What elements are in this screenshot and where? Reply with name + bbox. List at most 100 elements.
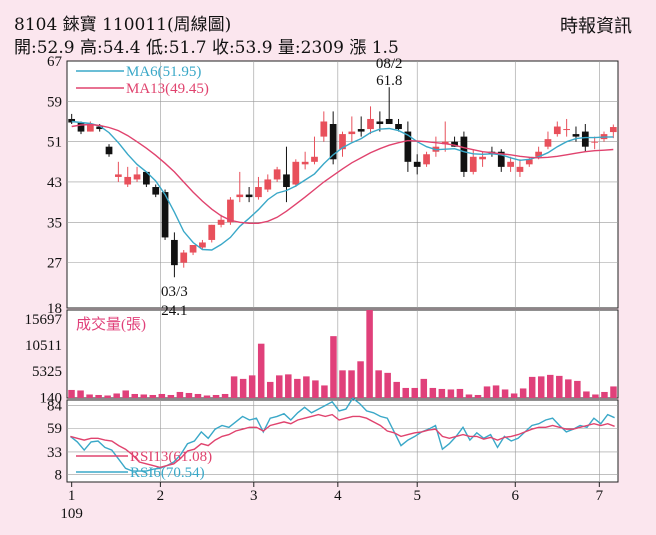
volume-bar (429, 387, 437, 398)
volume-tick-label: 15697 (25, 312, 63, 328)
candle-body (171, 239, 178, 266)
price-tick-label: 18 (47, 301, 62, 317)
volume-bar (348, 370, 355, 398)
volume-bar (312, 380, 319, 398)
candle-body (189, 244, 197, 253)
candle-body (199, 242, 206, 248)
volume-bar (537, 376, 545, 398)
volume-bar (547, 374, 554, 398)
volume-bar (185, 392, 193, 398)
candle-body (591, 141, 599, 143)
candle-body (320, 121, 328, 137)
low-annotation-value: 24.1 (161, 303, 187, 319)
volume-bar (104, 395, 111, 398)
volume-bar (330, 336, 337, 398)
candle-body (525, 159, 533, 165)
candle-body (544, 139, 552, 147)
candle-body (497, 151, 505, 167)
month-label: 2 (157, 488, 165, 504)
volume-tick-label: 5325 (32, 364, 62, 380)
price-tick-label: 43 (47, 175, 62, 191)
candle-body (292, 161, 300, 185)
volume-bar (592, 394, 599, 398)
volume-bar (167, 394, 175, 398)
volume-bar (294, 378, 301, 398)
volume-bar (601, 391, 608, 398)
price-series (68, 87, 617, 278)
candle-body (152, 187, 160, 195)
candle-body (367, 118, 374, 130)
month-label: 1 (68, 488, 76, 504)
volume-bar (212, 394, 220, 398)
candle-body (236, 194, 244, 198)
candle-body (441, 141, 449, 145)
month-label: 4 (334, 488, 342, 504)
volume-bar (510, 393, 518, 398)
chart-title: 8104 錸寶 110011(周線圖) (14, 15, 232, 35)
ma13-legend-label: MA13(49.45) (126, 81, 209, 97)
month-label: 5 (413, 488, 421, 504)
volume-bar (339, 370, 346, 398)
volume-bar (321, 385, 328, 398)
month-label: 3 (250, 488, 258, 504)
candle-body (479, 156, 486, 160)
volume-bar (384, 372, 391, 398)
price-tick-label: 59 (47, 94, 62, 110)
candle-body (423, 154, 430, 165)
candle-body (161, 192, 169, 238)
volume-bar (357, 361, 364, 398)
candle-body (208, 224, 216, 240)
rsi13-legend-label: RSI13(61.08) (130, 449, 212, 465)
rsi-tick-label: 33 (47, 445, 62, 461)
volume-bar (194, 393, 202, 398)
price-stats: 開:52.9 高:54.4 低:51.7 收:53.9 量:2309 漲 1.5 (14, 38, 399, 58)
candle-body (507, 161, 514, 167)
volume-tick-label: 10511 (25, 338, 62, 354)
volume-bar (411, 387, 419, 398)
candle-body (339, 134, 346, 150)
candle-body (143, 171, 150, 185)
grid-lines (67, 61, 618, 482)
axis-labels: 18273543515967MA6(51.95)MA13(49.45)08/26… (25, 54, 604, 522)
volume-bar (221, 393, 229, 398)
candle-body (283, 174, 290, 188)
volume-bar (528, 376, 536, 398)
volume-bar (402, 387, 409, 398)
price-tick-label: 51 (47, 135, 62, 151)
volume-bar (474, 394, 482, 398)
volume-bar (266, 381, 274, 398)
rsi-tick-label: 84 (47, 398, 63, 414)
year-label: 109 (60, 506, 83, 522)
candle-body (563, 129, 570, 131)
volume-bar (438, 388, 446, 398)
volume-bar (176, 391, 184, 398)
candle-body (86, 124, 94, 132)
price-tick-label: 27 (47, 256, 63, 272)
volume-bar (456, 388, 464, 398)
volume-bar (248, 375, 256, 398)
candle-body (581, 131, 589, 147)
volume-series (68, 310, 617, 398)
candle-body (217, 219, 225, 225)
month-label: 7 (596, 488, 604, 504)
volume-bar (366, 310, 373, 398)
volume-bar (565, 379, 572, 398)
volume-bar (574, 380, 581, 398)
volume-bar (556, 375, 563, 398)
high-annotation-value: 61.8 (376, 73, 402, 89)
candle-body (68, 118, 76, 123)
volume-bar (239, 378, 247, 398)
candle-body (133, 174, 141, 180)
volume-bar (86, 394, 93, 398)
month-label: 6 (512, 488, 520, 504)
volume-bar (113, 393, 120, 398)
candle-body (105, 146, 113, 155)
candle-body (535, 151, 542, 157)
price-tick-label: 35 (47, 215, 62, 231)
rsi-tick-label: 59 (47, 421, 62, 437)
volume-bar (420, 378, 428, 398)
candle-body (96, 126, 104, 130)
candle-body (180, 252, 188, 263)
candle-body (385, 118, 393, 125)
volume-bar (122, 390, 129, 398)
